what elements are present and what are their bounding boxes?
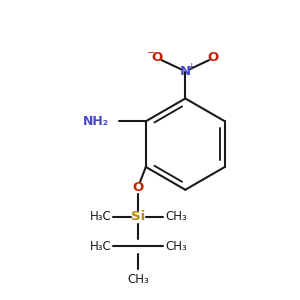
Text: O: O	[133, 181, 144, 194]
Text: H₃C: H₃C	[90, 211, 112, 224]
Text: +: +	[188, 62, 195, 71]
Text: H₃C: H₃C	[90, 240, 112, 253]
Text: Si: Si	[131, 211, 146, 224]
Text: O: O	[152, 51, 163, 64]
Text: O: O	[208, 51, 219, 64]
Text: −: −	[147, 47, 155, 58]
Text: CH₃: CH₃	[165, 211, 187, 224]
Text: N: N	[180, 65, 191, 79]
Text: CH₃: CH₃	[165, 240, 187, 253]
Text: CH₃: CH₃	[128, 273, 149, 286]
Text: NH₂: NH₂	[83, 115, 109, 128]
